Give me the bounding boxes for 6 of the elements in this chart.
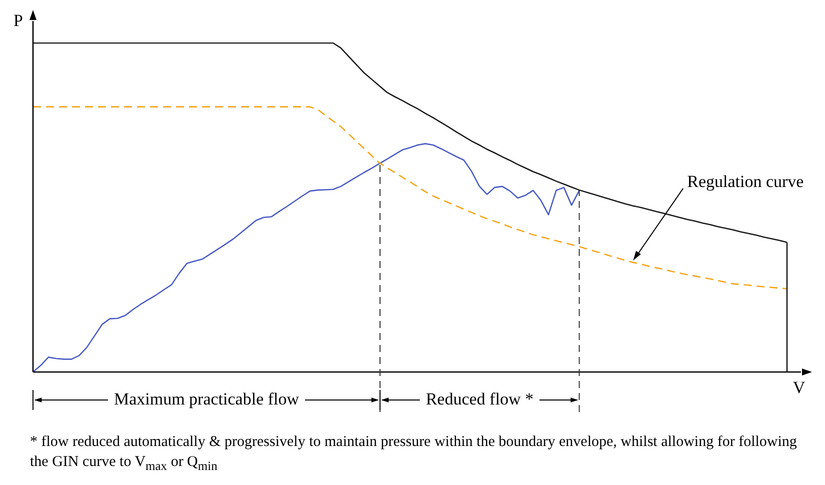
text: Maximum practicable flow: [114, 389, 300, 408]
text: * flow reduced automatically & progressively to maintain pressure within the boundary envelope, whilst allowing for following the GIN curve to V$_{max}$ or Q$_{min}$: [29, 433, 798, 475]
y-axis-title: P: [14, 10, 23, 30]
annotation: Regulation curve: [687, 172, 804, 191]
x-axis-title: V: [792, 378, 806, 397]
text: Reduced flow *: [426, 389, 534, 408]
